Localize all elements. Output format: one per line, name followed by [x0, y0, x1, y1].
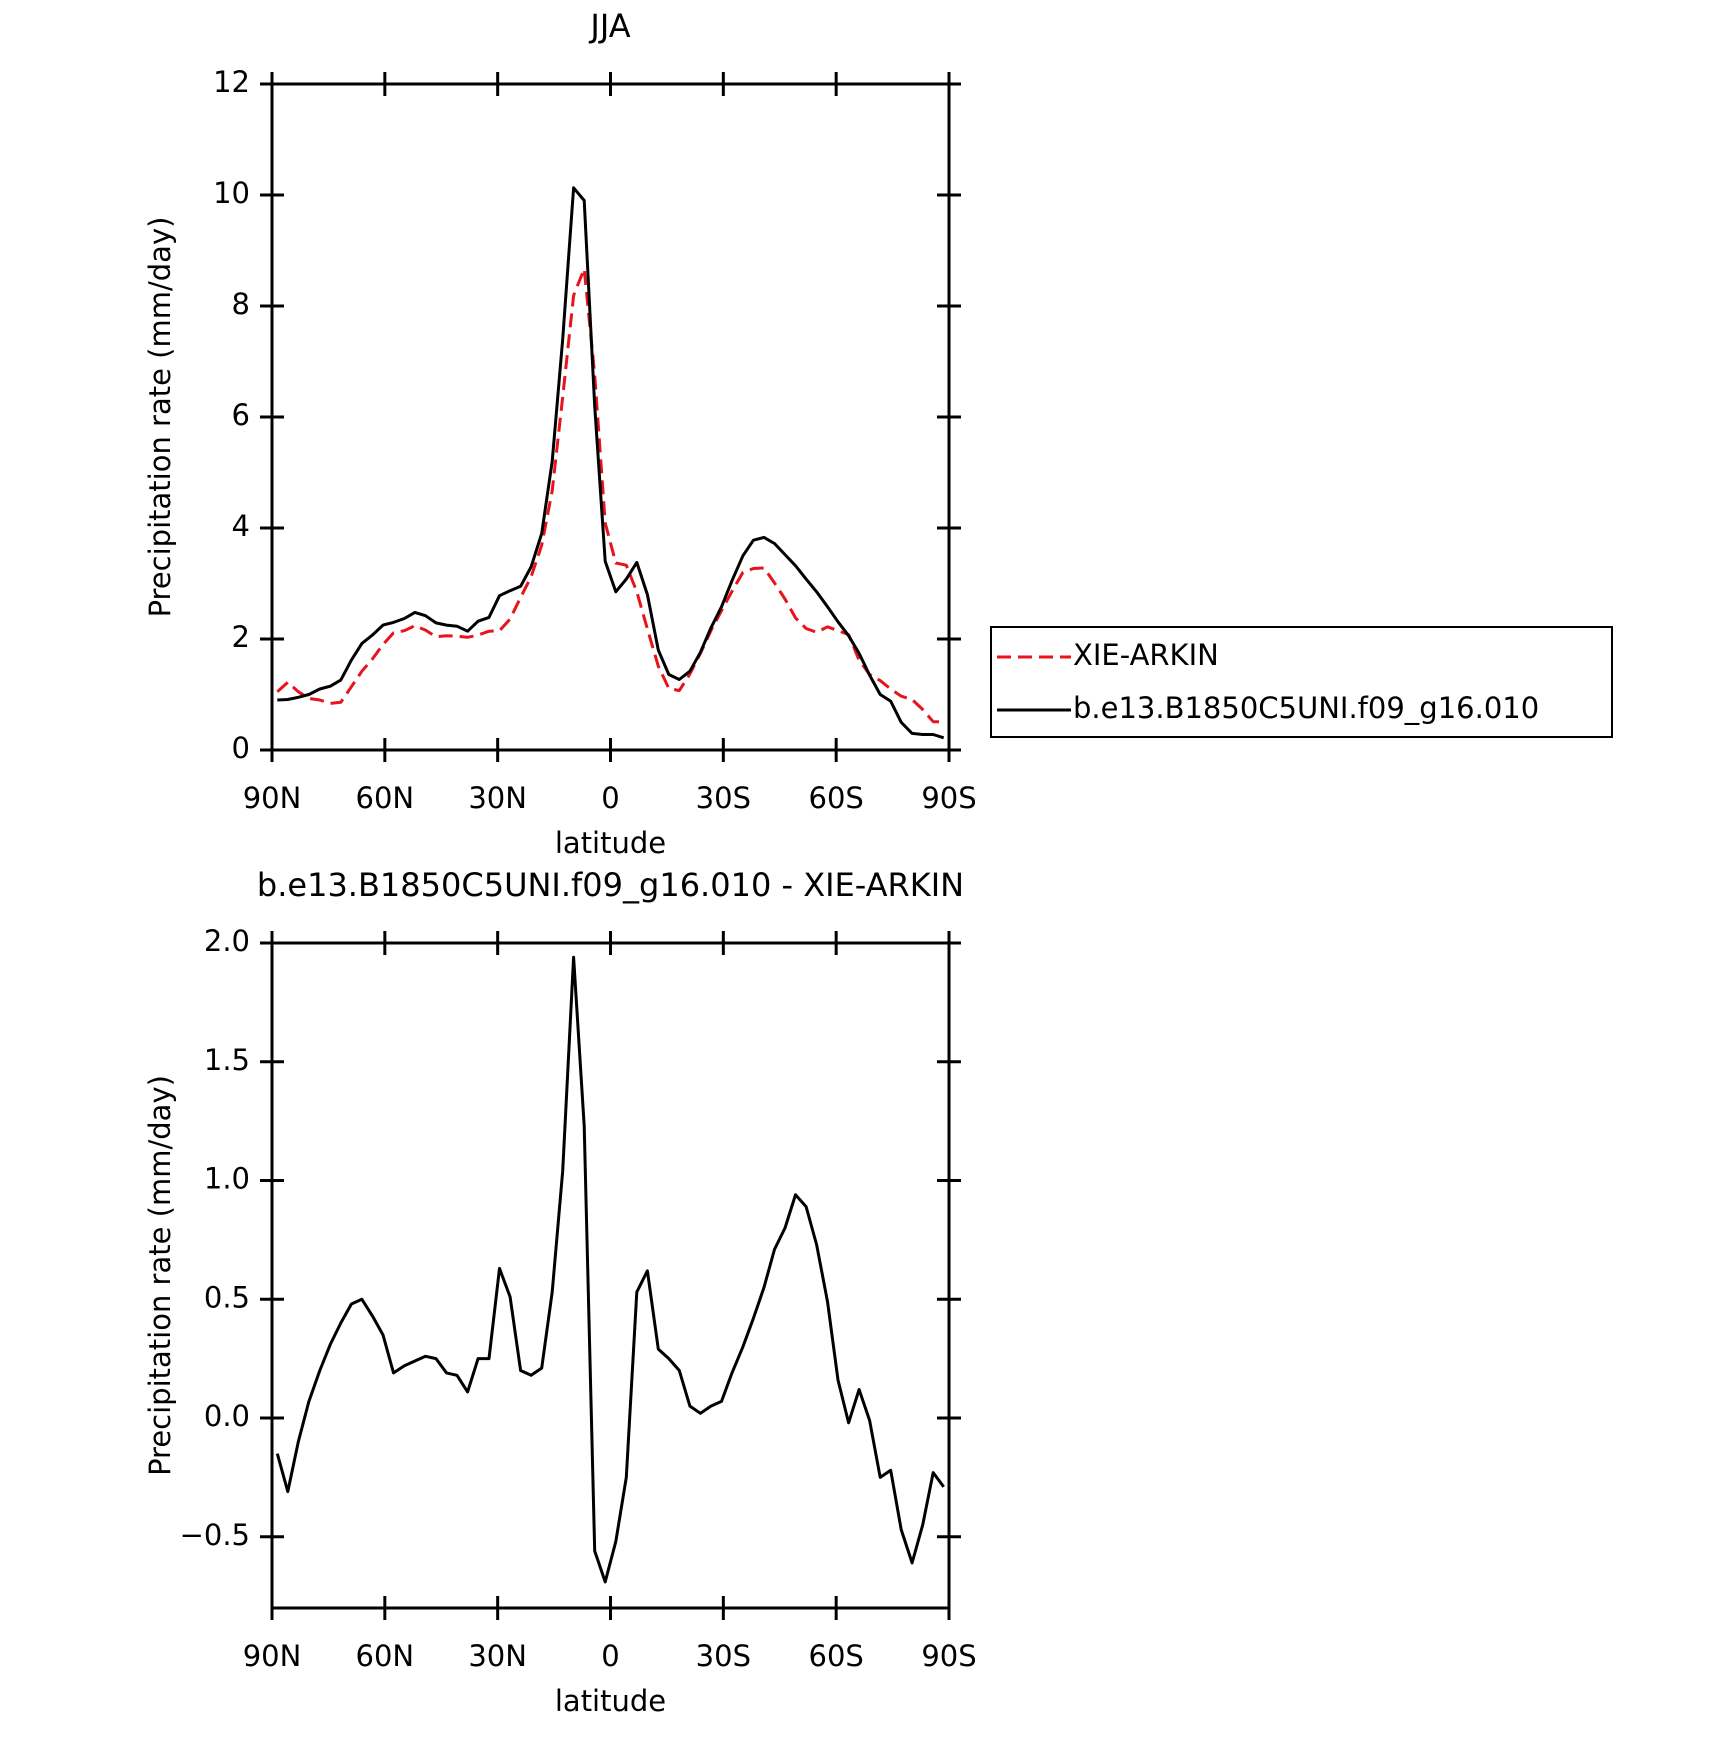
x-tick-label: 30S — [696, 1639, 751, 1673]
y-axis-label: Precipitation rate (mm/day) — [143, 217, 177, 618]
x-tick-label: 60N — [356, 1639, 415, 1673]
y-tick-label: 0.5 — [204, 1280, 250, 1314]
x-tick-label: 30S — [696, 781, 751, 815]
x-tick-label: 90N — [243, 781, 302, 815]
y-tick-label: 1.5 — [204, 1043, 250, 1077]
chart-title: b.e13.B1850C5UNI.f09_g16.010 - XIE-ARKIN — [257, 866, 964, 904]
y-tick-label: 2.0 — [204, 924, 250, 958]
x-axis-label: latitude — [555, 826, 666, 860]
x-tick-label: 0 — [601, 781, 619, 815]
x-tick-label: 90S — [921, 1639, 976, 1673]
y-tick-label: 12 — [213, 65, 250, 99]
x-axis-label: latitude — [555, 1684, 666, 1718]
y-tick-label: 4 — [232, 509, 250, 543]
x-tick-label: 30N — [468, 781, 527, 815]
x-tick-label: 30N — [468, 1639, 527, 1673]
legend-box — [990, 626, 1613, 738]
y-tick-label: 1.0 — [204, 1162, 250, 1196]
x-tick-label: 60N — [356, 781, 415, 815]
y-tick-label: 10 — [213, 176, 250, 210]
y-tick-label: 0.0 — [204, 1399, 250, 1433]
x-tick-label: 90S — [921, 781, 976, 815]
plot-frame — [270, 82, 951, 752]
legend-label: XIE-ARKIN — [1073, 638, 1219, 672]
y-tick-label: −0.5 — [180, 1518, 250, 1552]
y-tick-label: 6 — [232, 398, 250, 432]
legend-label: b.e13.B1850C5UNI.f09_g16.010 — [1073, 691, 1539, 725]
x-tick-label: 90N — [243, 1639, 302, 1673]
series-line — [275, 955, 945, 1584]
series-line — [277, 186, 945, 740]
plot-frame — [270, 941, 951, 1610]
y-axis-label: Precipitation rate (mm/day) — [143, 1075, 177, 1476]
x-tick-label: 0 — [601, 1639, 619, 1673]
series-line — [276, 267, 944, 724]
y-tick-label: 8 — [232, 287, 250, 321]
x-tick-label: 60S — [809, 1639, 864, 1673]
x-tick-label: 60S — [809, 781, 864, 815]
y-tick-label: 2 — [232, 620, 250, 654]
y-tick-label: 0 — [232, 731, 250, 765]
chart-title: JJA — [588, 7, 630, 45]
